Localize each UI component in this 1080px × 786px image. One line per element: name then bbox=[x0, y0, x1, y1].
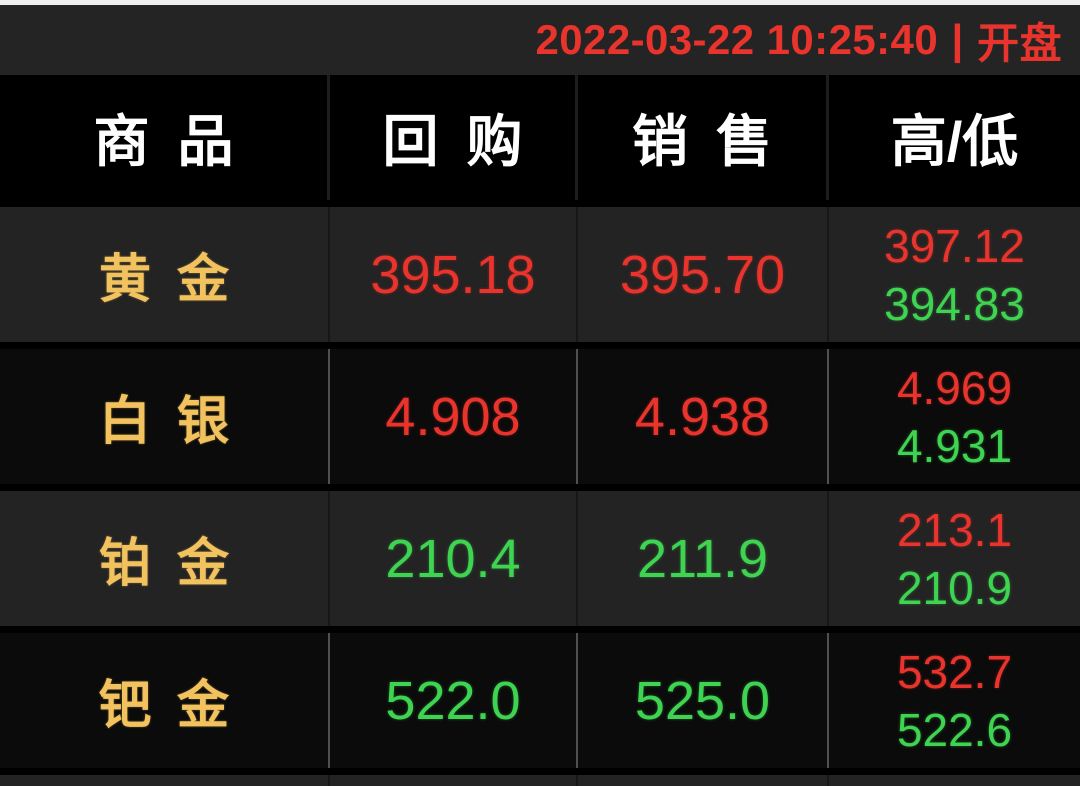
topbar: 2022-03-22 10:25:40 | 开盘 bbox=[0, 5, 1080, 75]
low-value: 394.83 bbox=[884, 277, 1025, 330]
commodity-name: 黄金 bbox=[98, 251, 255, 309]
buyback-value: 210.4 bbox=[385, 528, 521, 589]
commodity-name: 白银 bbox=[98, 393, 255, 451]
table-row: 钯金 522.0 525.0 532.7 522.6 bbox=[0, 626, 1080, 768]
highlow-cell: 397.12 394.83 bbox=[829, 207, 1080, 342]
buyback-cell: 522.0 bbox=[330, 633, 578, 768]
topbar-separator: | bbox=[951, 16, 964, 63]
header-highlow: 高/低 bbox=[890, 110, 1019, 173]
low-value: 210.9 bbox=[896, 561, 1013, 614]
header-sell: 销售 bbox=[578, 75, 829, 200]
header-buyback: 回购 bbox=[330, 75, 578, 200]
sell-cell: 211.9 bbox=[578, 491, 829, 626]
table-header-row: 商品 回购 销售 高/低 bbox=[0, 75, 1080, 200]
commodity-name: 钯金 bbox=[98, 677, 255, 735]
commodity-cell: 铂金 bbox=[0, 491, 330, 626]
low-value: 4.931 bbox=[896, 419, 1013, 472]
buyback-value: 4.908 bbox=[385, 386, 521, 447]
high-value: 397.9 bbox=[897, 781, 1012, 786]
buyback-cell bbox=[330, 775, 578, 786]
high-value: 4.969 bbox=[896, 361, 1013, 414]
sell-cell bbox=[578, 775, 829, 786]
commodity-cell: 黄金 bbox=[0, 207, 330, 342]
header-commodity: 商品 bbox=[0, 75, 330, 200]
commodity-cell: 白银 bbox=[0, 349, 330, 484]
highlow-cell: 532.7 522.6 bbox=[829, 633, 1080, 768]
market-status: 开盘 bbox=[977, 19, 1062, 67]
commodity-cell bbox=[0, 775, 330, 786]
high-value: 213.1 bbox=[896, 503, 1013, 556]
commodity-cell: 钯金 bbox=[0, 633, 330, 768]
sell-value: 4.938 bbox=[634, 386, 771, 447]
sell-value: 525.0 bbox=[634, 670, 771, 731]
table-body: 黄金 395.18 395.70 397.12 394.83 白银 4.908 … bbox=[0, 200, 1080, 768]
sell-value: 211.9 bbox=[636, 528, 769, 589]
buyback-value: 395.18 bbox=[370, 244, 536, 305]
price-table: 商品 回购 销售 高/低 黄金 395.18 395.70 397.12 394… bbox=[0, 75, 1080, 786]
sell-cell: 395.70 bbox=[578, 207, 829, 342]
table-row: 白银 4.908 4.938 4.969 4.931 bbox=[0, 342, 1080, 484]
highlow-cell: 213.1 210.9 bbox=[829, 491, 1080, 626]
buyback-cell: 4.908 bbox=[330, 349, 578, 484]
high-value: 397.12 bbox=[884, 219, 1025, 272]
commodity-name: 铂金 bbox=[98, 535, 255, 593]
highlow-cell: 397.9 bbox=[829, 775, 1080, 786]
table-row: 铂金 210.4 211.9 213.1 210.9 bbox=[0, 484, 1080, 626]
sell-cell: 525.0 bbox=[578, 633, 829, 768]
high-value: 532.7 bbox=[896, 645, 1013, 698]
sell-value: 395.70 bbox=[619, 244, 786, 305]
buyback-cell: 210.4 bbox=[330, 491, 578, 626]
datetime-text: 2022-03-22 10:25:40 bbox=[535, 16, 939, 63]
top-strip bbox=[0, 0, 1080, 5]
buyback-cell: 395.18 bbox=[330, 207, 578, 342]
low-value: 522.6 bbox=[896, 703, 1013, 756]
table-row-partial: 397.9 bbox=[0, 768, 1080, 786]
table-row: 黄金 395.18 395.70 397.12 394.83 bbox=[0, 200, 1080, 342]
sell-cell: 4.938 bbox=[578, 349, 829, 484]
highlow-cell: 4.969 4.931 bbox=[829, 349, 1080, 484]
buyback-value: 522.0 bbox=[385, 670, 521, 731]
